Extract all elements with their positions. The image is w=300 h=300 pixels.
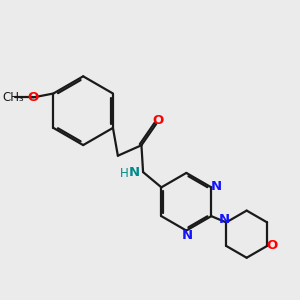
Text: O: O xyxy=(152,114,164,127)
Text: N: N xyxy=(182,229,193,242)
Text: O: O xyxy=(28,91,39,104)
Text: N: N xyxy=(219,213,230,226)
Text: N: N xyxy=(210,179,221,193)
Text: H: H xyxy=(120,167,128,180)
Text: O: O xyxy=(266,239,277,253)
Text: N: N xyxy=(128,166,140,179)
Text: CH₃: CH₃ xyxy=(3,91,24,104)
